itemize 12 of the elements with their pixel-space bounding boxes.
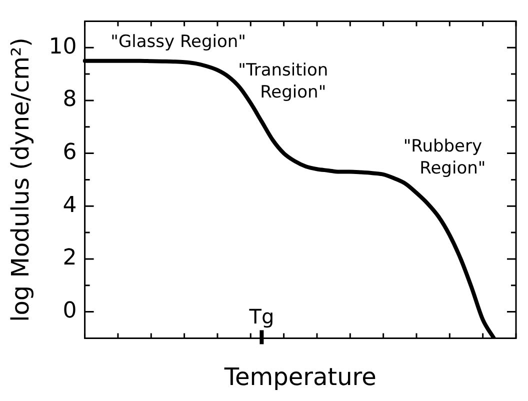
y-axis-title: log Modulus (dyne/cm²)	[6, 37, 35, 322]
y-tick-label: 8	[62, 87, 77, 112]
annotation: "Rubbery Region"	[403, 136, 486, 178]
y-tick-label: 0	[62, 298, 77, 324]
y-tick-label: 2	[62, 246, 77, 271]
annotation: Tg	[248, 304, 274, 328]
annotation: "Transition Region"	[238, 60, 328, 102]
annotation: "Glassy Region"	[110, 32, 246, 52]
x-axis-title: Temperature	[223, 362, 376, 391]
y-tick-label: 10	[48, 34, 77, 60]
y-tick-label: 4	[62, 192, 77, 218]
y-tick-label: 6	[62, 140, 77, 165]
